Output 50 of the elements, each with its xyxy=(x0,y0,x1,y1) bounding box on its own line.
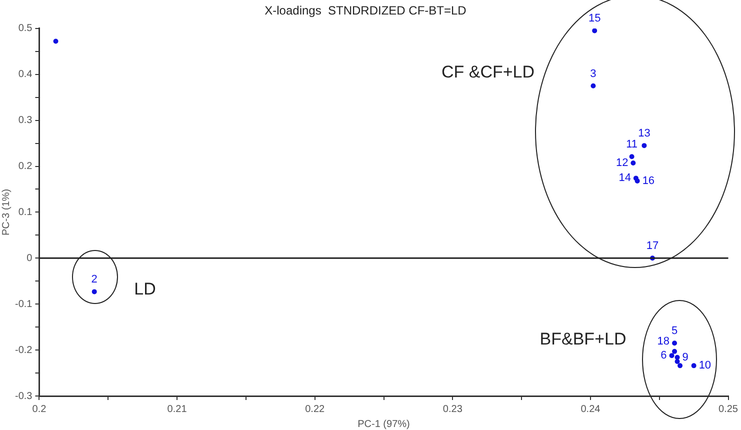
annotation: 12 xyxy=(616,157,628,170)
y-tick-label: 0.2 xyxy=(18,161,33,172)
annotation: 16 xyxy=(642,174,655,187)
annotation: 10 xyxy=(698,360,712,372)
annotation: 5 xyxy=(671,325,678,338)
annotation: BF&BF+LD xyxy=(540,330,626,349)
point xyxy=(642,143,647,148)
y-tick-label: 0.1 xyxy=(18,206,33,218)
y-tick-label: 0.4 xyxy=(18,69,33,80)
annotation: 14 xyxy=(618,172,631,184)
chart-title: X-loadings STNDRDIZED CF-BT=LD xyxy=(264,4,467,18)
y-tick-label: 0 xyxy=(26,252,33,264)
x-axis-title: PC-1 (97%) xyxy=(358,418,410,430)
annotation: CF &CF+LD xyxy=(441,62,535,82)
point xyxy=(674,354,680,360)
point xyxy=(634,178,640,184)
annotation: 9 xyxy=(682,351,688,364)
annotation: LD xyxy=(134,280,156,299)
y-tick-label: -0.1 xyxy=(14,298,33,310)
point xyxy=(674,359,680,364)
y-tick-label: 0.5 xyxy=(18,23,33,34)
y-axis-title: PC-3 (1%) xyxy=(0,188,12,236)
point xyxy=(691,363,696,368)
point xyxy=(678,363,683,368)
annotation: 18 xyxy=(657,335,670,348)
annotation: 15 xyxy=(588,12,601,25)
point xyxy=(672,348,678,354)
x-tick-label: 0.21 xyxy=(167,404,188,415)
x-tick-label: 0.24 xyxy=(580,404,601,415)
x-tick-label: 0.23 xyxy=(442,404,463,415)
point xyxy=(53,38,58,44)
point xyxy=(669,353,674,358)
point xyxy=(592,28,598,34)
x-tick-label: 0.22 xyxy=(305,404,326,415)
annotation: 3 xyxy=(590,68,596,80)
annotation: 11 xyxy=(626,138,638,151)
y-tick-label: 0.3 xyxy=(18,115,33,126)
annotation: 6 xyxy=(660,350,667,362)
y-tick-label: -0.3 xyxy=(14,390,33,402)
x-tick-label: 0.25 xyxy=(718,404,738,415)
annotation: 17 xyxy=(646,240,659,252)
point xyxy=(672,340,678,346)
x-tick-label: 0.2 xyxy=(32,404,47,415)
annotation: 2 xyxy=(91,274,98,286)
y-tick-label: -0.2 xyxy=(14,344,33,356)
point xyxy=(629,154,634,160)
point xyxy=(630,160,636,166)
annotation: 13 xyxy=(638,128,650,140)
point xyxy=(92,289,97,294)
point xyxy=(590,83,596,88)
